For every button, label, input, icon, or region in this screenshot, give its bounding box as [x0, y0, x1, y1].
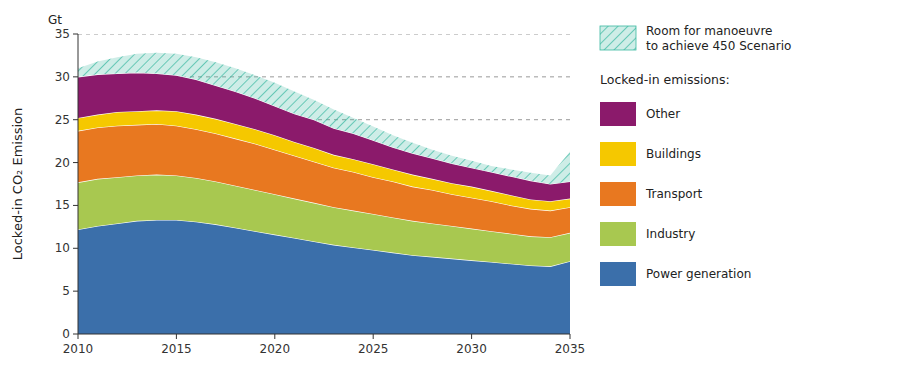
legend-label-line: to achieve 450 Scenario	[646, 39, 791, 53]
axes: 05101520253035201020152020202520302035	[55, 27, 586, 356]
y-tick-label: 5	[62, 284, 70, 298]
chart: 05101520253035201020152020202520302035Lo…	[0, 0, 899, 372]
areas	[78, 53, 570, 334]
legend-label: Other	[646, 107, 680, 121]
y-tick	[73, 34, 78, 35]
legend-title: Locked-in emissions:	[600, 72, 730, 87]
legend-label: Industry	[646, 227, 695, 241]
y-tick	[73, 291, 78, 292]
x-tick-label: 2015	[161, 342, 192, 356]
y-tick	[73, 334, 78, 335]
legend-swatch	[600, 102, 636, 126]
y-tick	[73, 162, 78, 163]
band-area	[78, 53, 570, 184]
legend-label: Power generation	[646, 267, 751, 281]
x-tick-label: 2010	[63, 342, 94, 356]
y-tick-label: 20	[55, 156, 70, 170]
legend-label: Transport	[645, 187, 703, 201]
y-tick	[73, 76, 78, 77]
unit-label: Gt	[48, 13, 62, 27]
y-tick-label: 30	[55, 70, 70, 84]
y-tick	[73, 119, 78, 120]
legend-label-line: Room for manoeuvre	[646, 24, 772, 38]
legend-swatch	[600, 262, 636, 286]
x-tick	[570, 334, 571, 339]
legend-swatch	[600, 26, 636, 50]
y-tick-label: 0	[62, 327, 70, 341]
y-tick-label: 15	[55, 198, 70, 212]
y-tick	[73, 205, 78, 206]
y-tick-label: 25	[55, 113, 70, 127]
legend-label: Room for manoeuvreto achieve 450 Scenari…	[646, 24, 791, 53]
legend: Room for manoeuvreto achieve 450 Scenari…	[600, 24, 791, 286]
x-tick	[78, 334, 79, 339]
legend-swatch	[600, 142, 636, 166]
y-tick-label: 10	[55, 241, 70, 255]
legend-label: Buildings	[646, 147, 701, 161]
x-axis-line	[78, 334, 570, 335]
x-tick	[176, 334, 177, 339]
legend-swatch	[600, 182, 636, 206]
y-tick	[73, 248, 78, 249]
x-tick	[471, 334, 472, 339]
x-tick	[373, 334, 374, 339]
x-tick-label: 2035	[555, 342, 586, 356]
x-tick-label: 2030	[456, 342, 487, 356]
area	[78, 73, 570, 202]
x-tick-label: 2020	[260, 342, 291, 356]
y-axis-line	[78, 34, 79, 334]
y-axis-label: Locked-in CO₂ Emission	[10, 108, 25, 261]
x-tick-label: 2025	[358, 342, 389, 356]
y-tick-label: 35	[55, 27, 70, 41]
x-tick	[274, 334, 275, 339]
legend-swatch	[600, 222, 636, 246]
reference-line	[78, 34, 570, 35]
